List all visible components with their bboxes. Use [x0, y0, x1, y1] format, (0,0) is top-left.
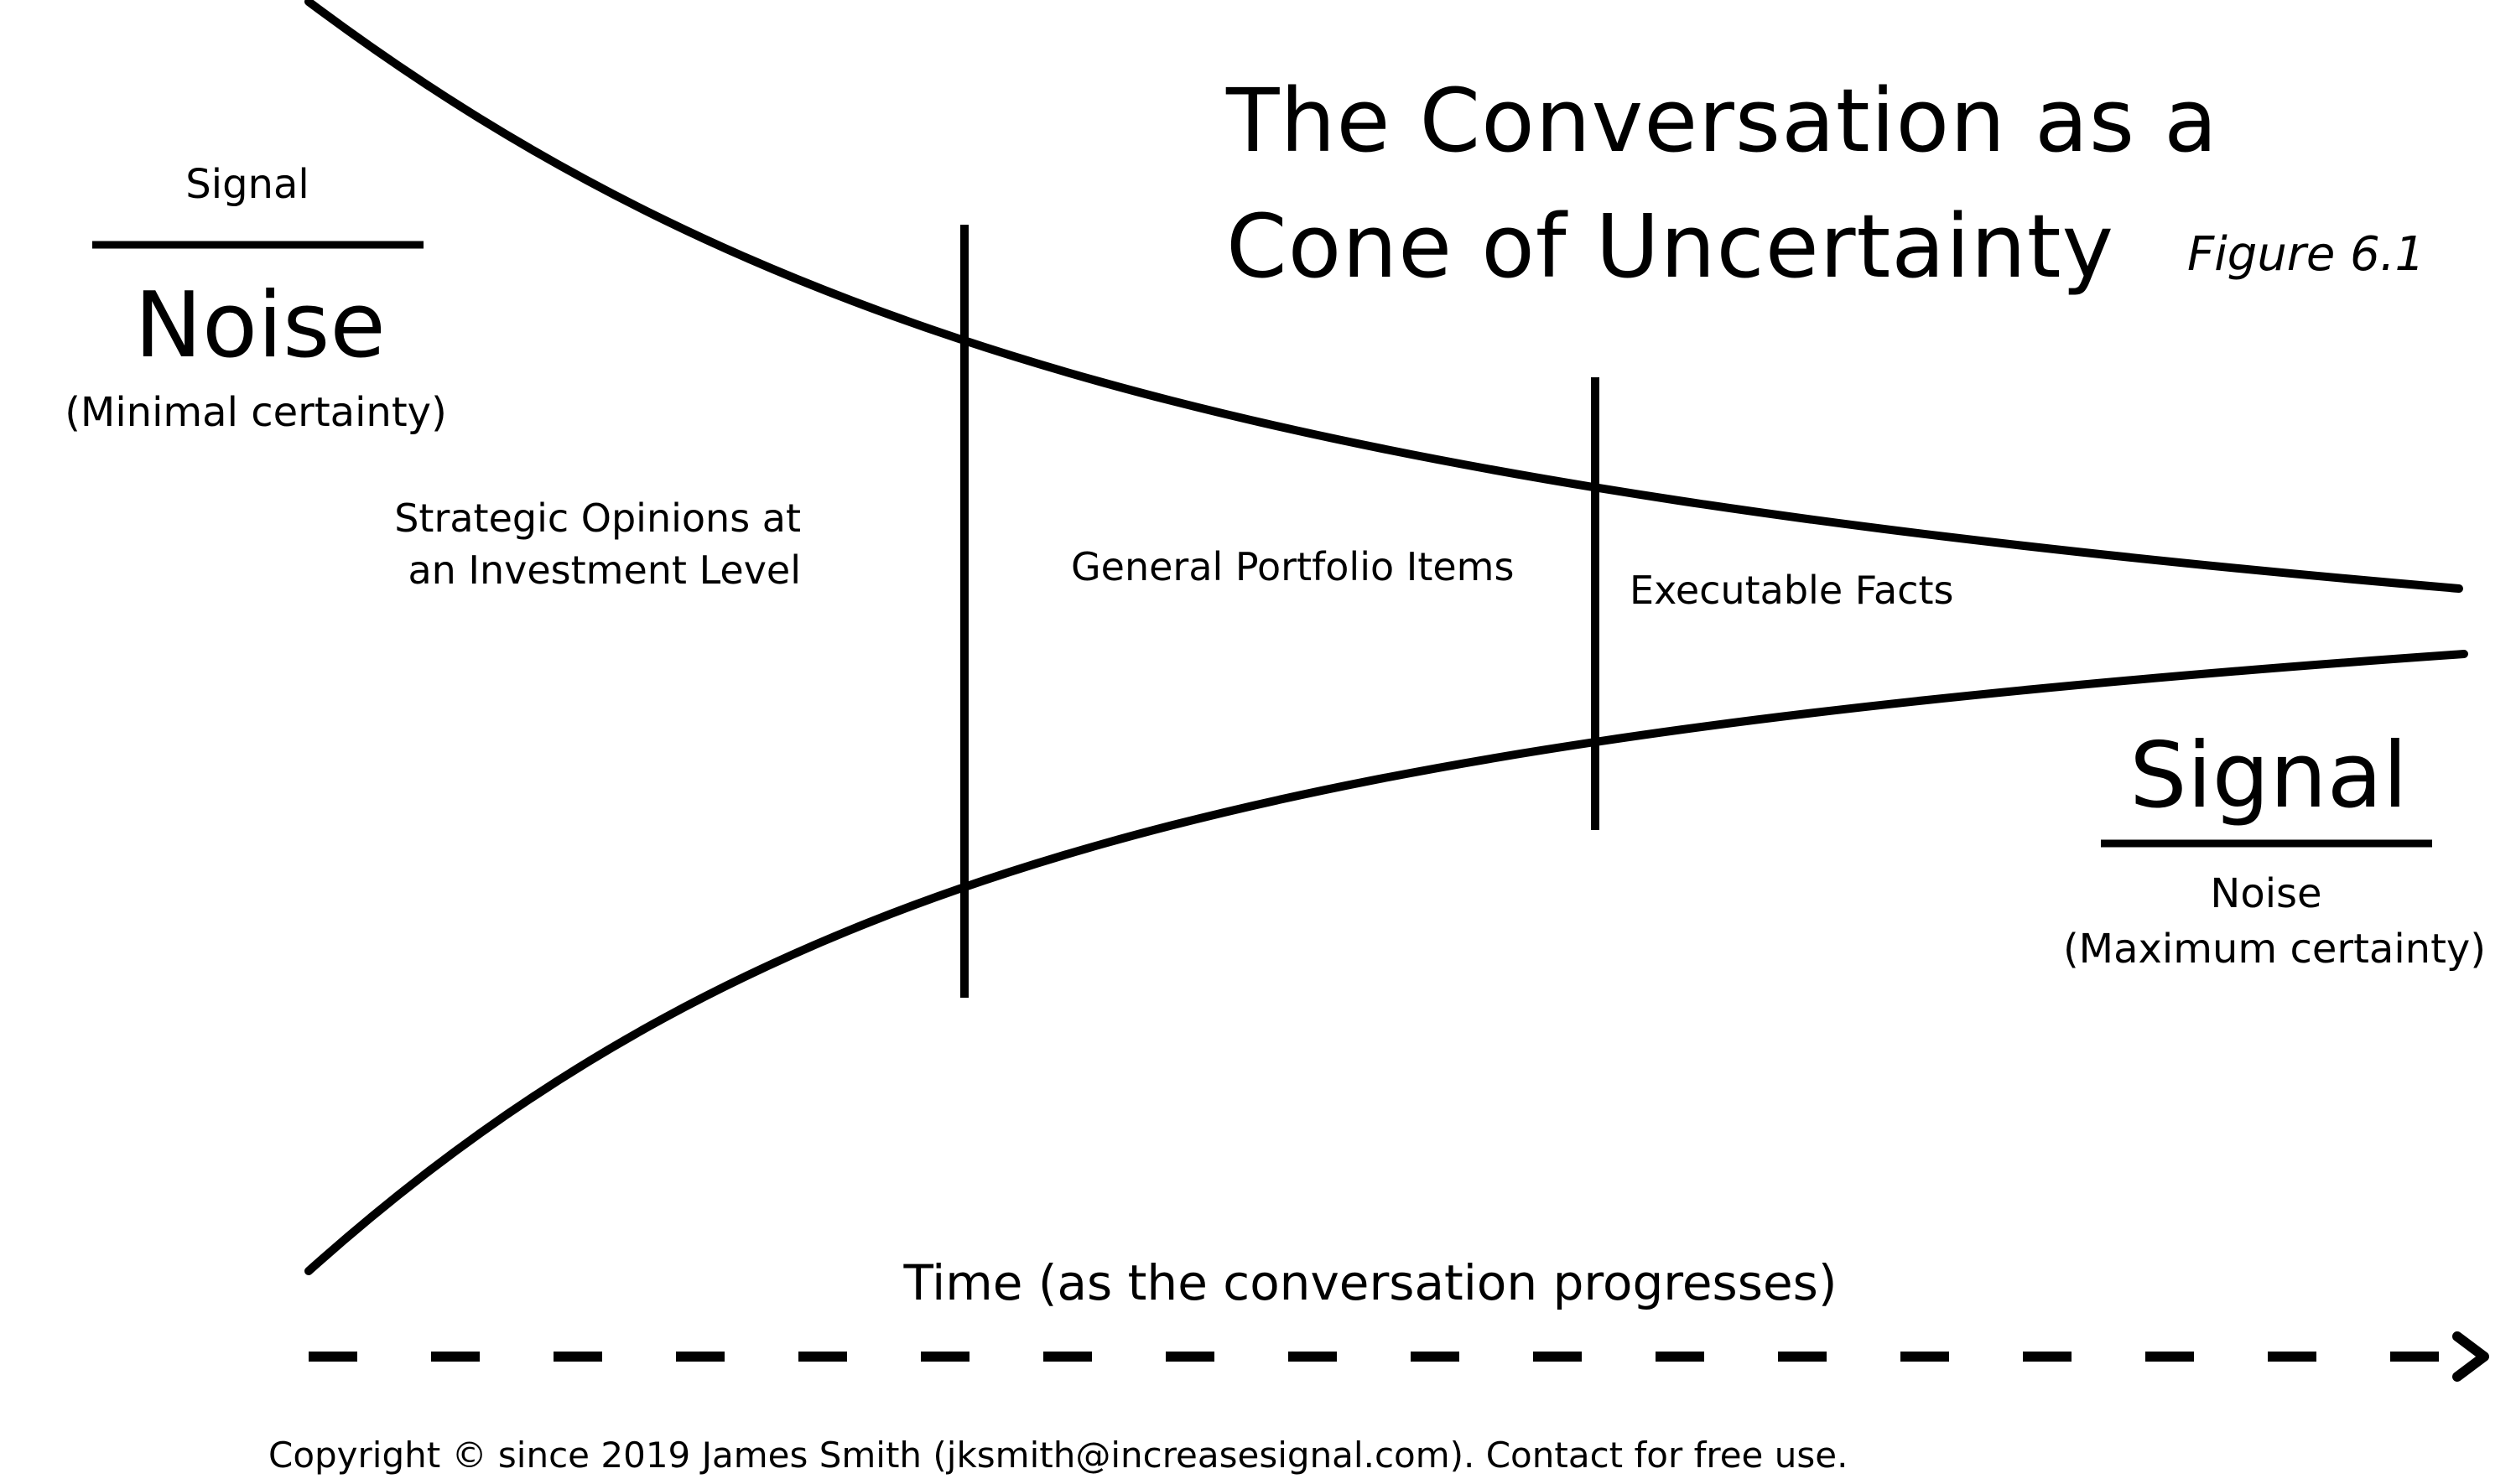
figure-number: Figure 6.1 [2187, 227, 2425, 282]
right-noise-label: Noise [2210, 870, 2321, 917]
strategic-opinions-label-line2: an Investment Level [408, 547, 801, 593]
cone-upper-curve [304, 0, 2463, 593]
time-axis-label: Time (as the conversation progresses) [902, 1254, 1837, 1311]
executable-facts-label: Executable Facts [1630, 568, 1953, 613]
left-signal-label: Signal [185, 161, 309, 208]
right-certainty-note: (Maximum certainty) [2063, 926, 2486, 973]
copyright-notice: Copyright © since 2019 James Smith (jksm… [268, 1435, 1848, 1476]
time-axis-arrowhead [2452, 1331, 2489, 1382]
strategic-opinions-label-line1: Strategic Opinions at [394, 496, 801, 541]
title-line-2: Cone of Uncertainty [1226, 195, 2114, 298]
left-noise-label: Noise [134, 273, 386, 378]
portfolio-items-label: General Portfolio Items [1071, 544, 1514, 589]
right-signal-label: Signal [2129, 724, 2408, 828]
left-certainty-note: (Minimal certainty) [65, 389, 447, 436]
title-line-1: The Conversation as a [1225, 70, 2218, 172]
cone-lower-curve [304, 650, 2468, 1275]
